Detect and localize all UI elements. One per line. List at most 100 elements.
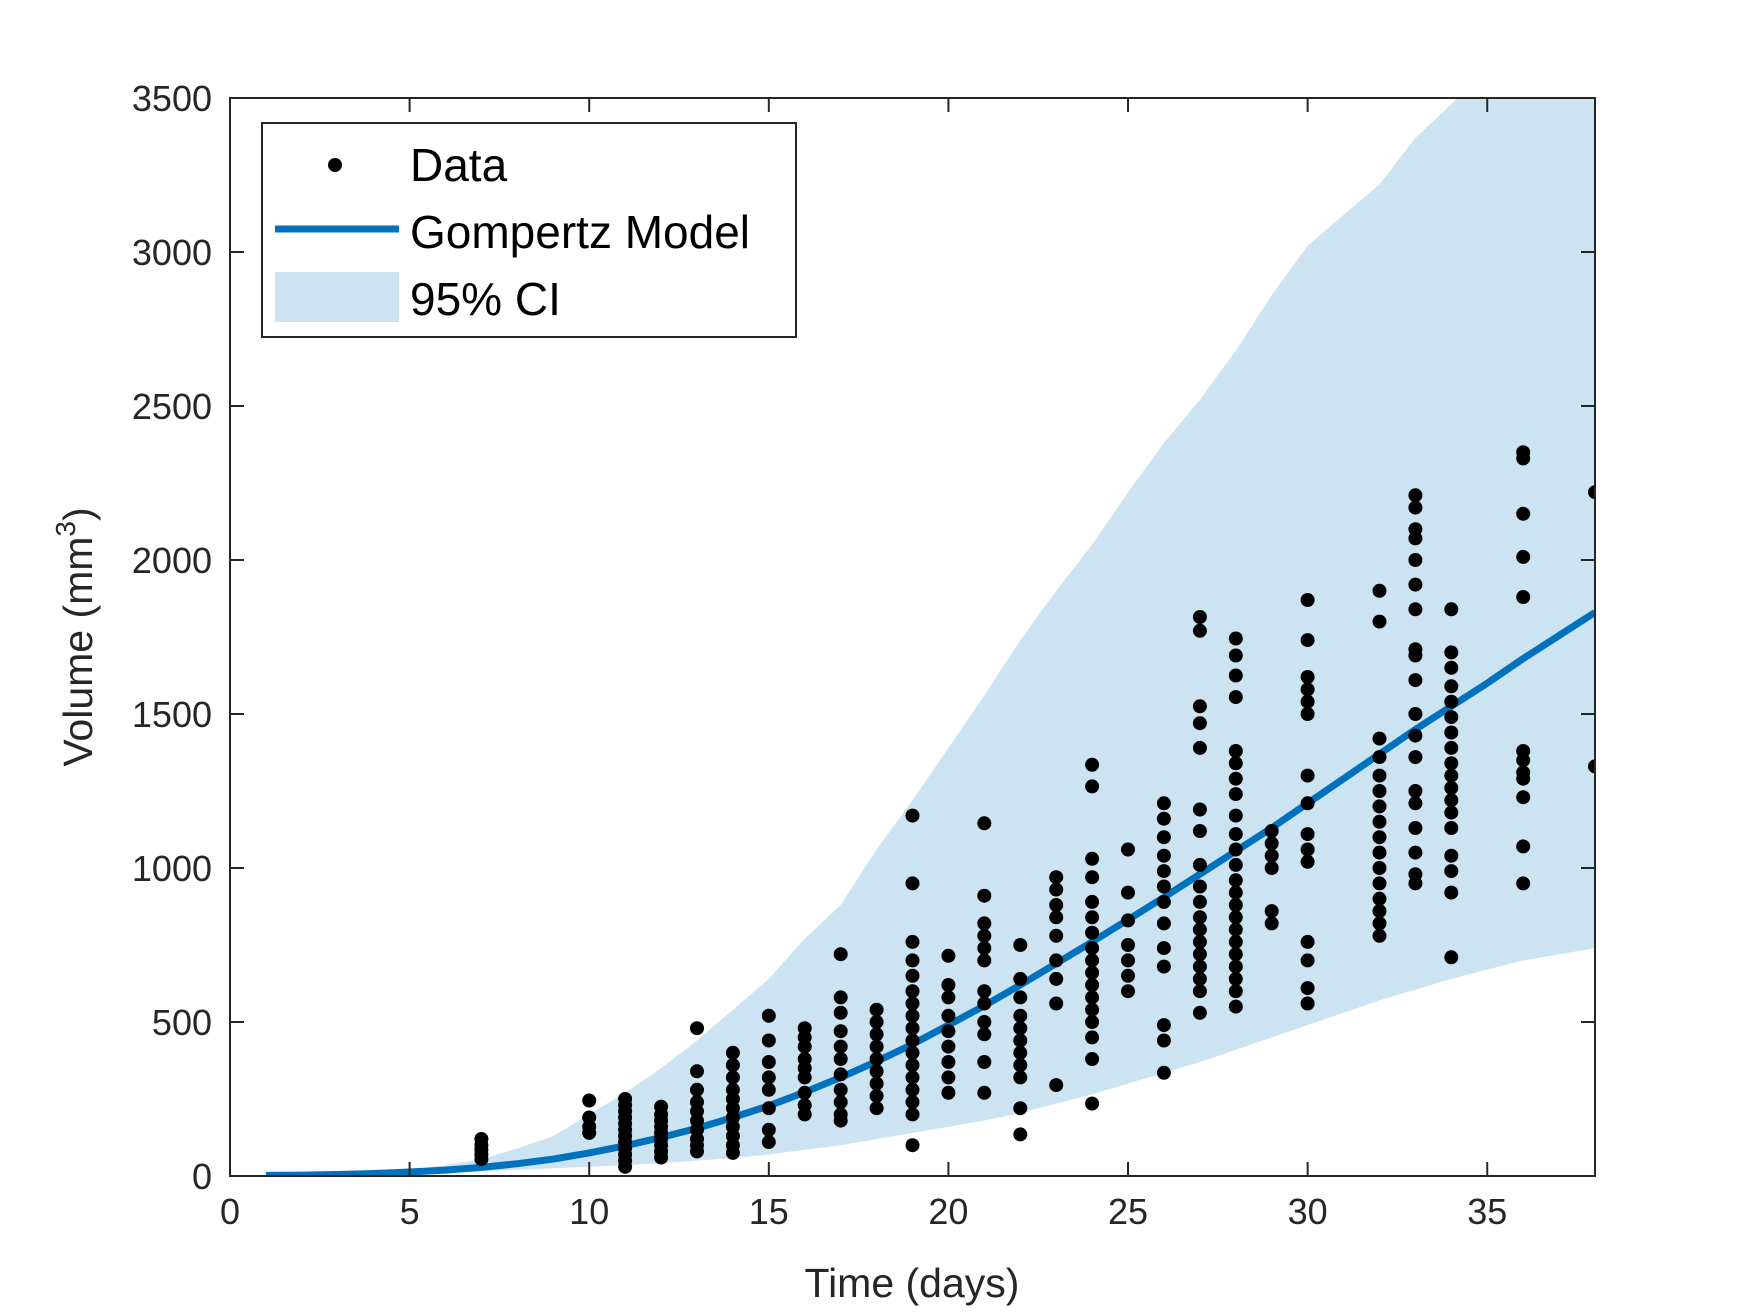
data-point: [941, 1024, 956, 1039]
data-point: [1085, 925, 1100, 940]
y-axis-ticks: 0 500 1000 1500 2000 2500 3000 3500: [132, 78, 1595, 1197]
data-point: [761, 1070, 776, 1085]
data-point: [1192, 1005, 1207, 1020]
data-point: [977, 1055, 992, 1069]
data-point: [1013, 971, 1028, 986]
data-points: [474, 445, 1595, 1174]
data-point: [1228, 648, 1243, 663]
data-point: [1300, 670, 1315, 684]
axes-box: [229, 97, 1596, 1177]
data-point: [1372, 784, 1387, 798]
data-point: [1013, 1070, 1028, 1085]
data-point: [1192, 947, 1207, 962]
data-point: [1085, 851, 1100, 866]
data-point: [1013, 1033, 1028, 1048]
data-point: [905, 996, 920, 1011]
data-point: [761, 1082, 776, 1097]
data-point: [977, 1085, 992, 1100]
data-point: [1228, 787, 1243, 802]
data-point: [725, 1045, 740, 1060]
data-point: [1121, 953, 1135, 968]
y-tick-label: 3000: [132, 232, 212, 273]
data-point: [833, 1067, 848, 1082]
legend-label-model: Gompertz Model: [410, 206, 750, 258]
data-point: [1228, 744, 1243, 758]
data-point: [833, 947, 848, 962]
data-point: [905, 876, 920, 891]
data-point: [833, 1039, 848, 1054]
data-point: [1300, 707, 1315, 721]
data-point: [1156, 916, 1171, 931]
data-point: [761, 1055, 776, 1069]
data-point: [1049, 928, 1064, 943]
data-point: [1372, 583, 1387, 598]
data-point: [1444, 821, 1459, 835]
data-point: [1408, 784, 1423, 798]
data-point: [761, 1122, 776, 1137]
data-point: [1408, 531, 1423, 546]
data-point: [1013, 990, 1028, 1005]
data-point: [1228, 690, 1243, 705]
data-point: [1444, 768, 1459, 783]
data-point: [1085, 894, 1100, 909]
legend-data-marker: [328, 158, 342, 172]
data-point: [690, 1144, 704, 1159]
data-point: [1192, 971, 1207, 986]
data-point: [869, 1101, 884, 1116]
data-point: [690, 1064, 704, 1079]
data-point: [1228, 842, 1243, 857]
data-point: [1192, 716, 1207, 731]
data-point: [905, 1058, 920, 1073]
data-point: [1192, 910, 1207, 925]
data-point: [905, 808, 920, 823]
data-point: [1444, 864, 1459, 879]
data-point: [1264, 848, 1279, 863]
data-point: [1516, 506, 1531, 521]
legend-label-data: Data: [410, 139, 508, 191]
data-point: [977, 996, 992, 1011]
data-point: [905, 1082, 920, 1097]
legend-label-ci: 95% CI: [410, 273, 561, 325]
data-point: [941, 978, 956, 992]
data-point: [1516, 549, 1531, 564]
data-point: [1013, 1045, 1028, 1060]
data-point: [1408, 553, 1423, 567]
plot-area: [265, 98, 1595, 1176]
data-point: [1300, 842, 1315, 857]
data-point: [1264, 861, 1279, 875]
x-tick-label: 10: [569, 1191, 609, 1232]
data-point: [1300, 996, 1315, 1011]
data-point: [1228, 771, 1243, 786]
data-point: [1444, 645, 1459, 660]
data-point: [1121, 842, 1135, 857]
data-point: [1085, 941, 1100, 956]
data-point: [1156, 941, 1171, 956]
data-point: [977, 1027, 992, 1042]
data-point: [1300, 981, 1315, 996]
data-point: [1228, 947, 1243, 962]
data-point: [654, 1150, 669, 1165]
data-point: [905, 1045, 920, 1060]
data-point: [761, 1101, 776, 1116]
data-point: [797, 1070, 812, 1085]
data-point: [618, 1159, 633, 1174]
data-point: [977, 888, 992, 903]
data-point: [1192, 959, 1207, 974]
data-point: [1516, 771, 1531, 786]
data-point: [1372, 861, 1387, 875]
data-point: [1444, 602, 1459, 617]
data-point: [725, 1058, 740, 1073]
data-point: [1444, 740, 1459, 755]
data-point: [1408, 488, 1423, 503]
data-point: [1408, 821, 1423, 835]
data-point: [1516, 590, 1531, 604]
data-point: [1013, 1021, 1028, 1036]
y-tick-label: 1000: [132, 848, 212, 889]
data-point: [941, 1085, 956, 1100]
data-point: [941, 1039, 956, 1054]
data-point: [1372, 799, 1387, 814]
data-point: [690, 1082, 704, 1097]
y-tick-label: 3500: [132, 78, 212, 119]
data-point: [1192, 699, 1207, 714]
data-point: [1156, 959, 1171, 974]
